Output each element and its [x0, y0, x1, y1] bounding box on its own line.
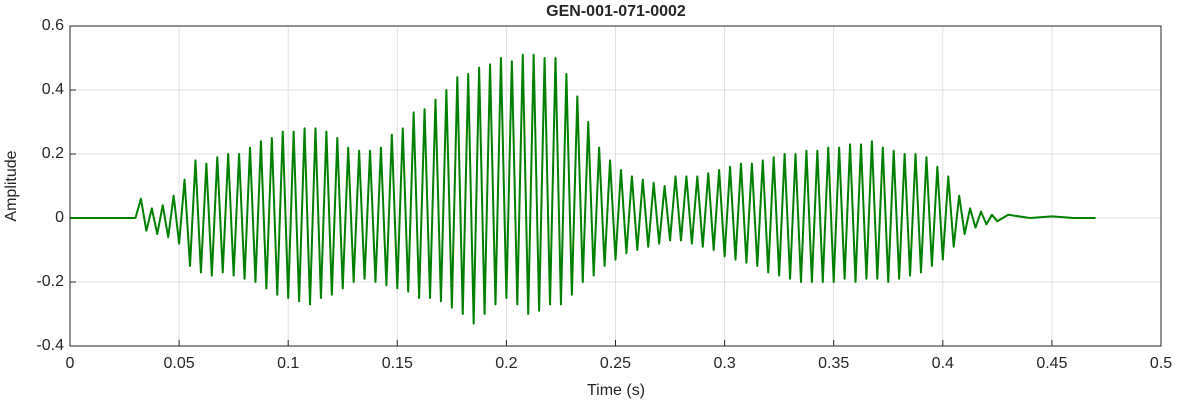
x-tick-label: 0.35 [818, 355, 849, 372]
x-tick-label: 0.5 [1150, 355, 1172, 372]
x-tick-label: 0.45 [1036, 355, 1067, 372]
x-tick-label: 0 [66, 355, 75, 372]
y-tick-label: 0.6 [42, 17, 64, 34]
waveform-line [70, 53, 1096, 325]
y-tick-label: -0.2 [36, 273, 64, 290]
x-axis-label: Time (s) [587, 382, 645, 399]
x-tick-label: 0.3 [713, 355, 735, 372]
y-axis-label: Amplitude [3, 150, 20, 221]
x-tick-label: 0.4 [932, 355, 954, 372]
x-tick-label: 0.15 [382, 355, 413, 372]
y-tick-label: 0.4 [42, 81, 64, 98]
y-tick-label: 0.2 [42, 145, 64, 162]
y-tick-label: -0.4 [36, 337, 64, 354]
x-tick-label: 0.2 [495, 355, 517, 372]
x-tick-label: 0.25 [600, 355, 631, 372]
chart-title: GEN-001-071-0002 [546, 3, 686, 20]
plot-frame [69, 25, 1162, 347]
x-tick-label: 0.1 [277, 355, 299, 372]
y-tick-label: 0 [55, 209, 64, 226]
x-tick-label: 0.05 [164, 355, 195, 372]
